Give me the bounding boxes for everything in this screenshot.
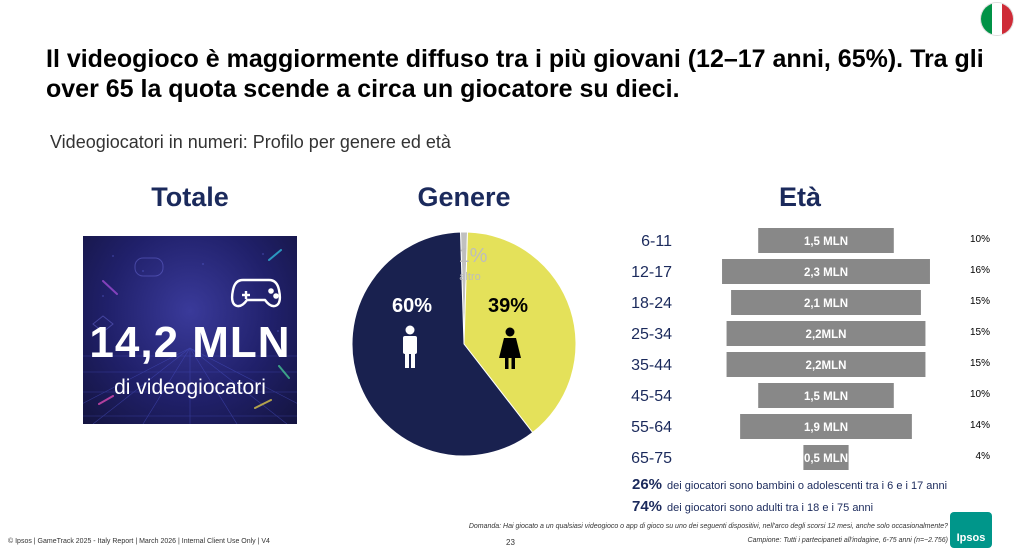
gamepad-icon — [230, 278, 282, 308]
pie-slice-male — [351, 231, 534, 457]
age-percent-label: 14% — [970, 420, 990, 431]
stat-minors-text: dei giocatori sono bambini o adolescenti… — [667, 480, 948, 492]
italy-flag-icon — [980, 2, 1014, 36]
stat-adults-value: 74% — [632, 498, 663, 515]
age-category-label: 65-75 — [631, 450, 672, 467]
pie-sublabel-other: altro — [459, 271, 480, 283]
age-bar — [722, 259, 930, 284]
age-category-label: 6-11 — [641, 233, 672, 250]
age-percent-label: 16% — [970, 265, 990, 276]
pie-slice-female — [463, 231, 577, 434]
age-category-label: 45-54 — [631, 388, 672, 405]
age-bar-value-label: 1,5 MLN — [804, 236, 848, 248]
age-bar-value-label: 1,9 MLN — [804, 422, 848, 434]
age-bar — [803, 445, 849, 470]
age-percent-label: 4% — [976, 451, 991, 462]
stat-adults-text: dei giocatori sono adulti tra i 18 e i 7… — [667, 502, 874, 514]
age-bar — [758, 383, 894, 408]
age-category-label: 25-34 — [631, 326, 672, 343]
totale-caption: di videogiocatori — [114, 376, 266, 399]
age-bar-value-label: 1,5 MLN — [804, 391, 848, 403]
age-bar — [758, 228, 894, 253]
survey-question-note: Domanda: Hai giocato a un qualsiasi vide… — [468, 523, 948, 530]
footer-copyright: © Ipsos | GameTrack 2025 - Italy Report … — [8, 538, 270, 545]
age-percent-label: 15% — [970, 296, 990, 307]
age-bar-chart: 6-11 1,5 MLN 10% 12-17 2,3 MLN 16% 18-24 2,1 ML… — [631, 228, 991, 470]
stat-minors: 26% dei giocatori sono bambini o adolesce… — [632, 476, 947, 493]
ipsos-logo: Ipsos — [950, 512, 992, 548]
gaming-background-graphic — [83, 249, 297, 424]
age-category-label: 18-24 — [631, 295, 672, 312]
male-icon — [403, 325, 417, 368]
pie-label-other: 1% — [459, 245, 488, 267]
age-percent-label: 10% — [970, 234, 990, 245]
age-bar-value-label: 2,2MLN — [806, 360, 847, 372]
sample-note: Campione: Tutti i partecipaneti all'inda… — [747, 537, 948, 544]
stat-adults: 74% dei giocatori sono adulti tra i 18 e … — [632, 498, 873, 515]
eta-title: Età — [778, 182, 822, 212]
age-category-label: 12-17 — [631, 264, 672, 281]
pie-label-male: 60% — [392, 295, 432, 317]
age-category-label: 35-44 — [631, 357, 672, 374]
gender-pie-chart: 60% 39% 1% altro — [351, 231, 577, 457]
age-percent-label: 15% — [970, 327, 990, 338]
age-bar — [740, 414, 912, 439]
logo-text: Ipsos — [956, 532, 986, 544]
stat-minors-value: 26% — [632, 476, 663, 493]
flag-stripe-green — [981, 3, 992, 35]
age-bar — [731, 290, 921, 315]
totale-panel: 14,2 MLN di videogiocatori — [83, 236, 297, 424]
age-bar-value-label: 2,3 MLN — [804, 267, 848, 279]
age-bar — [726, 321, 926, 346]
flag-stripe-red — [1002, 3, 1013, 35]
age-bar — [726, 352, 926, 377]
genere-title: Genere — [417, 182, 511, 212]
age-bar-value-label: 2,2MLN — [806, 329, 847, 341]
age-percent-label: 10% — [970, 389, 990, 400]
page-subtitle: Videogiocatori in numeri: Profilo per ge… — [50, 132, 451, 152]
age-percent-label: 15% — [970, 358, 990, 369]
page-number: 23 — [506, 538, 515, 547]
age-category-label: 55-64 — [631, 419, 672, 436]
pie-label-female: 39% — [488, 295, 528, 317]
female-icon — [499, 327, 521, 369]
totale-value: 14,2 MLN — [89, 318, 291, 367]
age-bar-value-label: 2,1 MLN — [804, 298, 848, 310]
page-headline: Il videogioco è maggiormente diffuso tra… — [46, 45, 984, 103]
totale-title: Totale — [151, 182, 229, 212]
flag-stripe-white — [991, 3, 1003, 35]
age-bar-value-label: 0,5 MLN — [804, 453, 848, 465]
